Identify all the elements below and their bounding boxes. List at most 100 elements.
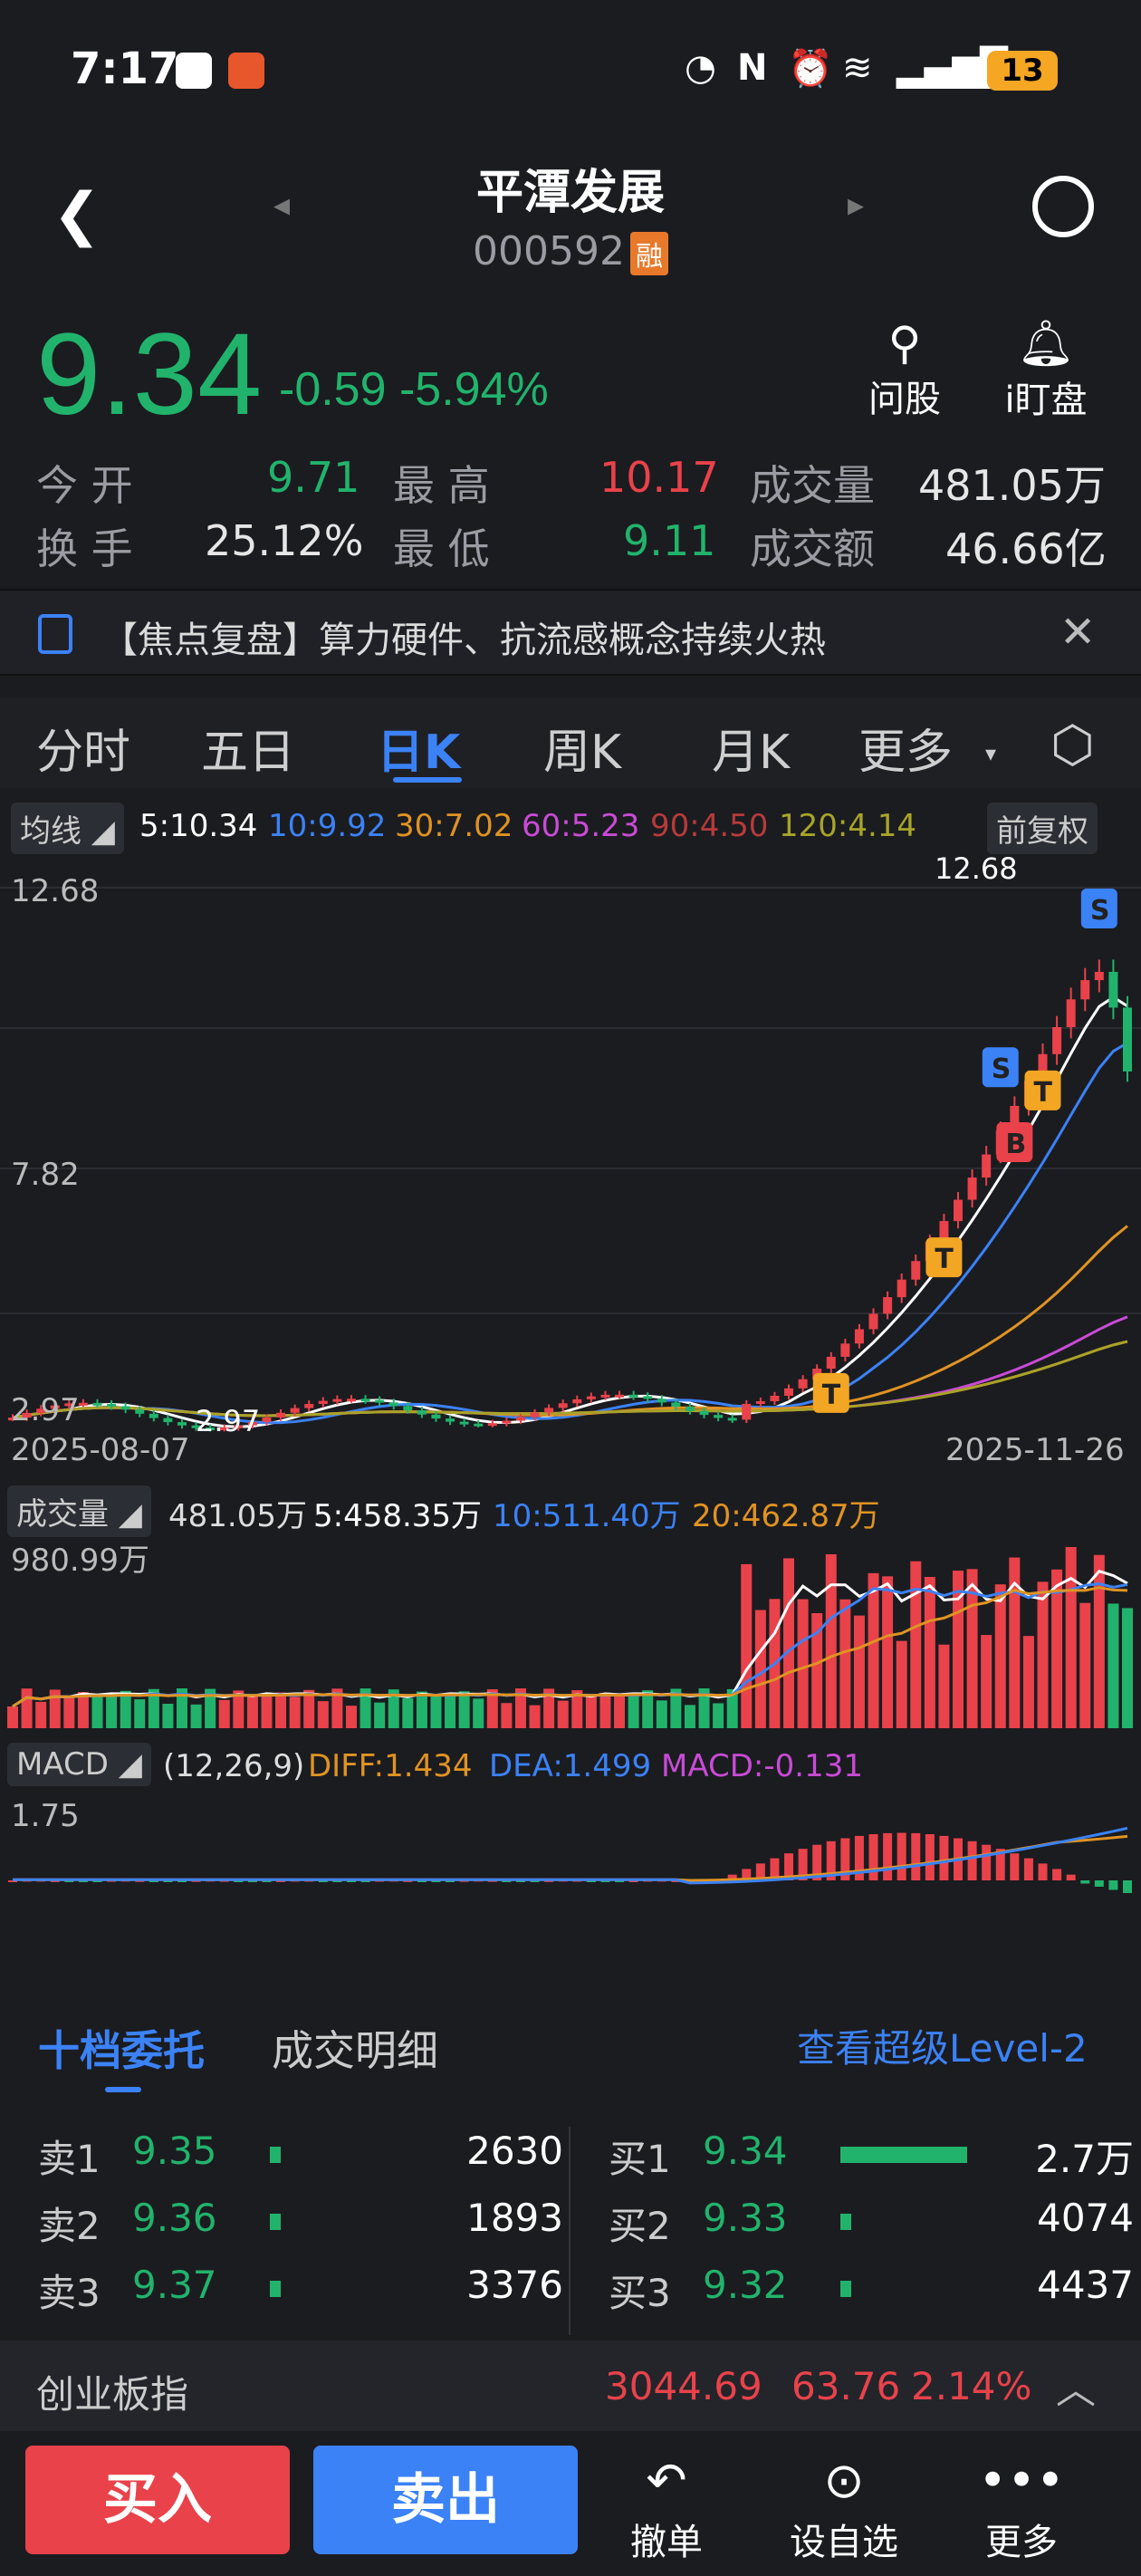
macd-bar (586, 1880, 596, 1882)
tab-intraday[interactable]: 分时 (36, 726, 131, 780)
volume-bar (557, 1700, 569, 1728)
macd-bar (502, 1880, 512, 1882)
volume-bar (924, 1576, 935, 1728)
level2-link[interactable]: 查看超级Level-2 (797, 2026, 1088, 2071)
volume-bar (896, 1640, 907, 1728)
back-arrow-icon[interactable]: ❮ (53, 181, 101, 248)
document-icon (38, 614, 72, 654)
prev-stock-icon[interactable]: ◂ (273, 187, 291, 224)
volume-bar (458, 1691, 470, 1728)
tab-indicator (393, 777, 462, 783)
candle (699, 1410, 709, 1416)
watch-button[interactable]: 🔔︎ i盯盘 (996, 317, 1096, 423)
adjust-selector[interactable]: 前复权 (987, 803, 1098, 854)
tab-weekly-k[interactable]: 周K (543, 726, 622, 780)
macd-bar (1123, 1880, 1132, 1893)
close-icon[interactable]: ✕ (1060, 607, 1097, 658)
ma60-value: 60:5.23 (522, 808, 640, 844)
tab-trade-detail[interactable]: 成交明细 (272, 2026, 438, 2075)
price-change: -0.59 -5.94% (279, 362, 549, 417)
macd-ymax-label: 1.75 (11, 1798, 80, 1834)
tab-order-depth[interactable]: 十档委托 (38, 2026, 205, 2075)
buy-qty: 4074 (1037, 2196, 1134, 2240)
volume-bar (331, 1688, 343, 1728)
volume-bar (303, 1689, 315, 1728)
signal-marker (1024, 1070, 1061, 1110)
macd-selector[interactable]: MACD ◢ (7, 1743, 151, 1786)
chevron-up-icon[interactable]: ︿ (1056, 2367, 1096, 2413)
candle (22, 1412, 32, 1418)
macd-bar (163, 1880, 173, 1882)
candle (657, 1399, 666, 1403)
volume-ma20: 20:462.87万 (692, 1498, 880, 1534)
ask-stock-button[interactable]: ⚲ 问股 (855, 317, 954, 422)
volume-bar (7, 1706, 18, 1728)
tab-5day[interactable]: 五日 (201, 726, 296, 780)
buy-level-label: 买2 (609, 2204, 671, 2248)
volume-bar (1093, 1554, 1105, 1728)
macd-bar (925, 1834, 935, 1880)
volume-bar (218, 1699, 230, 1728)
candle (586, 1396, 596, 1399)
ma-label: 均线 (20, 813, 82, 850)
sell-price: 9.37 (132, 2263, 217, 2307)
tab-monthly-k[interactable]: 月K (712, 726, 791, 780)
volume-bar (670, 1688, 682, 1728)
volume-bar (345, 1706, 357, 1728)
volume-bar (754, 1610, 766, 1728)
volume-chart[interactable]: 980.99万 (0, 1536, 1141, 1735)
volume-bar (445, 1695, 456, 1728)
sell-qty: 3376 (466, 2263, 563, 2307)
buy-button[interactable]: 买入 (25, 2446, 290, 2554)
next-stock-icon[interactable]: ▸ (848, 187, 865, 224)
volume-bar (388, 1689, 399, 1728)
volume-bar (416, 1691, 427, 1728)
macd-bar (1010, 1853, 1020, 1880)
sell-qty: 2630 (466, 2129, 563, 2173)
ma-selector[interactable]: 均线 ◢ (11, 803, 124, 854)
candle (1052, 1026, 1062, 1054)
stock-header: ❮ ◂ ▸ 平潭发展 000592 融 (0, 136, 1141, 299)
search-icon[interactable] (1032, 176, 1094, 237)
candle (784, 1388, 794, 1396)
macd-bar (8, 1880, 17, 1882)
macd-bar (798, 1849, 808, 1880)
volume-value: 481.05万 (918, 461, 1106, 510)
cancel-order-button[interactable]: ↶ 撤单 (603, 2449, 730, 2565)
volume-selector[interactable]: 成交量 ◢ (7, 1485, 151, 1537)
candle (600, 1394, 610, 1398)
macd-bar (854, 1835, 864, 1880)
sell-button[interactable]: 卖出 (313, 2446, 578, 2554)
news-banner[interactable]: 【焦点复盘】算力硬件、抗流感概念持续火热 ✕ (0, 589, 1141, 676)
user-icon: ⚲ (887, 317, 922, 370)
volume-bar (994, 1584, 1006, 1728)
volume-bar (529, 1705, 541, 1728)
index-change: 63.76 (791, 2364, 901, 2408)
tab-more[interactable]: 更多 (858, 726, 954, 780)
volume-bar (797, 1599, 809, 1728)
ma10-value: 10:9.92 (268, 808, 387, 844)
candle (685, 1407, 695, 1411)
volume-bar (514, 1688, 526, 1728)
change-value: -0.59 (279, 363, 387, 416)
status-time: 7:17 (71, 43, 179, 94)
ob-tab-indicator (105, 2087, 141, 2092)
high-marker-label: 12.68 (935, 851, 1018, 886)
nfc-icon: N (737, 47, 768, 89)
index-ticker[interactable]: 创业板指 3044.69 63.76 2.14% ︿ (0, 2341, 1141, 2431)
tab-daily-k[interactable]: 日K (377, 726, 461, 780)
buy-qty: 4437 (1037, 2263, 1134, 2307)
candle (375, 1399, 385, 1403)
macd-bar (318, 1880, 328, 1882)
macd-bar (1023, 1858, 1033, 1880)
ma10-line (12, 1042, 1128, 1425)
macd-chart[interactable]: 1.75 (0, 1790, 1141, 1978)
signal-marker (812, 1372, 849, 1413)
sell-qty-bar (270, 2281, 281, 2297)
macd-bar (276, 1879, 286, 1882)
add-favorite-button[interactable]: ⊙ 设自选 (781, 2449, 907, 2565)
settings-icon[interactable]: ⬡ (1050, 716, 1095, 774)
more-button[interactable]: ••• 更多 (958, 2449, 1085, 2565)
candle (262, 1418, 272, 1422)
